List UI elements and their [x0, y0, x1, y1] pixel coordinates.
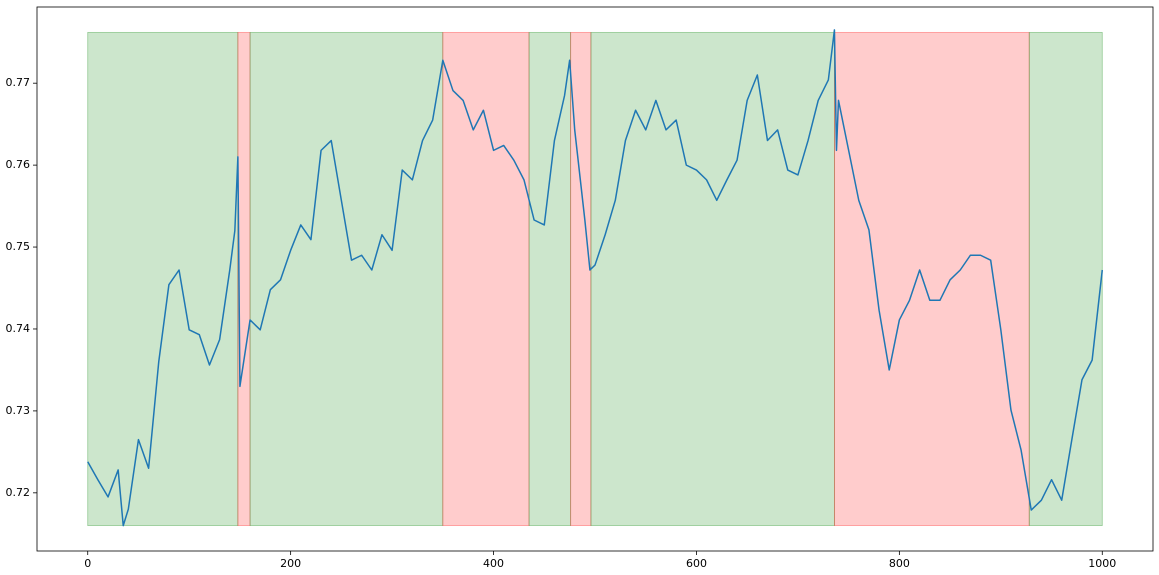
- x-tick-label: 0: [84, 557, 91, 570]
- y-tick-label: 0.72: [6, 486, 31, 499]
- span: [249, 31, 444, 527]
- x-tick-label: 200: [280, 557, 301, 570]
- span: [590, 31, 835, 527]
- x-tick-label: 1000: [1088, 557, 1116, 570]
- x-tick-label: 400: [483, 557, 504, 570]
- y-tick-label: 0.74: [6, 322, 31, 335]
- line-series: [87, 29, 1104, 527]
- plot: [87, 29, 1104, 527]
- y-tick-label: 0.77: [6, 76, 31, 89]
- span: [442, 31, 530, 527]
- axes-frame: [36, 6, 1154, 552]
- span: [570, 31, 592, 527]
- x-tick-label: 600: [686, 557, 707, 570]
- span: [237, 31, 251, 527]
- y-tick-label: 0.73: [6, 404, 31, 417]
- x-tick-label: 800: [889, 557, 910, 570]
- spans: [87, 31, 1103, 527]
- y-tick-label: 0.75: [6, 240, 31, 253]
- span: [528, 31, 572, 527]
- span: [87, 31, 239, 527]
- span: [834, 31, 1030, 527]
- span: [1028, 31, 1103, 527]
- y-tick-label: 0.76: [6, 158, 31, 171]
